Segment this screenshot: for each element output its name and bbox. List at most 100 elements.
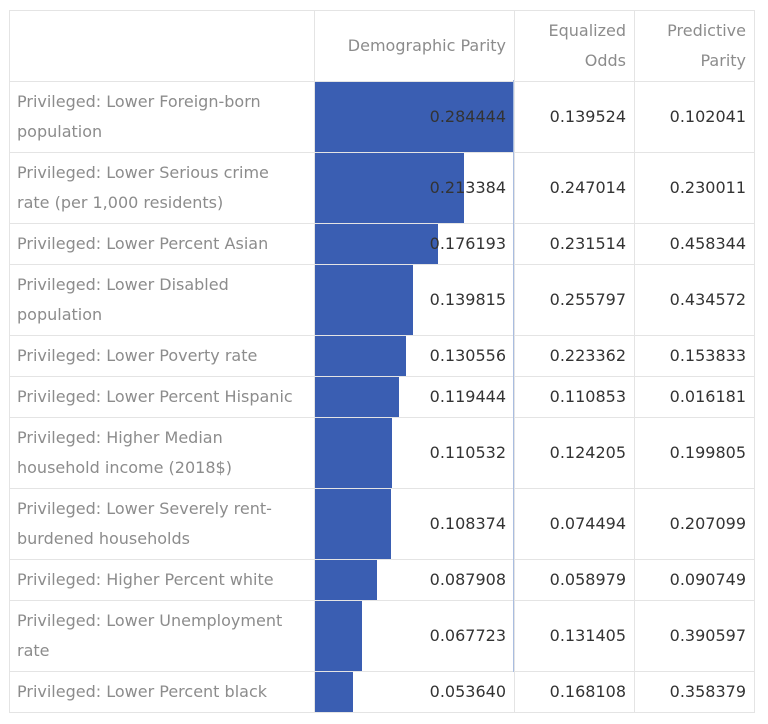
predictive-parity-value: 0.390597 xyxy=(634,600,755,672)
demographic-parity-value: 0.284444 xyxy=(429,107,506,126)
predictive-parity-value: 0.230011 xyxy=(634,152,755,224)
row-label-line: Privileged: Higher Percent white xyxy=(17,570,274,589)
table-row: Privileged: Lower Percent Asian 0.176193 0… xyxy=(9,223,755,265)
row-label-line: Privileged: Lower Severely rent- xyxy=(17,499,272,518)
row-label: Privileged: Lower Poverty rate xyxy=(9,335,315,377)
equalized-odds-value: 0.110853 xyxy=(514,376,635,418)
table-row: Privileged: Lower Unemployment rate 0.0677… xyxy=(9,600,755,672)
table-row: Privileged: Lower Foreign-born population… xyxy=(9,81,755,153)
demographic-parity-bar xyxy=(315,560,377,600)
predictive-parity-value: 0.207099 xyxy=(634,488,755,560)
demographic-parity-value: 0.176193 xyxy=(429,234,506,253)
demographic-parity-bar xyxy=(315,418,392,488)
demographic-parity-cell: 0.108374 xyxy=(314,488,515,560)
predictive-parity-value: 0.358379 xyxy=(634,671,755,713)
bar-axis-line xyxy=(513,80,514,672)
header-equalized-odds: Equalized Odds xyxy=(514,10,635,82)
demographic-parity-bar xyxy=(315,82,514,152)
demographic-parity-cell: 0.067723 xyxy=(314,600,515,672)
equalized-odds-value: 0.255797 xyxy=(514,264,635,336)
row-label-line: Privileged: Lower Poverty rate xyxy=(17,346,258,365)
equalized-odds-value: 0.124205 xyxy=(514,417,635,489)
equalized-odds-value: 0.131405 xyxy=(514,600,635,672)
equalized-odds-value: 0.247014 xyxy=(514,152,635,224)
demographic-parity-bar xyxy=(315,153,464,223)
row-label: Privileged: Lower Percent black xyxy=(9,671,315,713)
row-label: Privileged: Lower Serious crime rate (per… xyxy=(9,152,315,224)
equalized-odds-value: 0.139524 xyxy=(514,81,635,153)
row-label: Privileged: Lower Unemployment rate xyxy=(9,600,315,672)
predictive-parity-value: 0.199805 xyxy=(634,417,755,489)
table-body: Privileged: Lower Foreign-born population… xyxy=(9,81,755,713)
row-label-line: population xyxy=(17,305,103,324)
row-label: Privileged: Lower Foreign-born population xyxy=(9,81,315,153)
demographic-parity-value: 0.053640 xyxy=(429,682,506,701)
row-label: Privileged: Lower Severely rent-burdened… xyxy=(9,488,315,560)
row-label-line: Privileged: Lower Serious crime xyxy=(17,163,269,182)
demographic-parity-cell: 0.176193 xyxy=(314,223,515,265)
row-label-line: rate (per 1,000 residents) xyxy=(17,193,224,212)
header-line: Demographic Parity xyxy=(347,36,506,55)
row-label: Privileged: Lower Percent Asian xyxy=(9,223,315,265)
row-label-line: Privileged: Lower Disabled xyxy=(17,275,229,294)
predictive-parity-value: 0.016181 xyxy=(634,376,755,418)
header-predictive-parity: Predictive Parity xyxy=(634,10,755,82)
row-label-line: Privileged: Higher Median xyxy=(17,428,223,447)
demographic-parity-bar xyxy=(315,336,406,376)
demographic-parity-cell: 0.139815 xyxy=(314,264,515,336)
predictive-parity-value: 0.153833 xyxy=(634,335,755,377)
demographic-parity-bar xyxy=(315,489,391,559)
demographic-parity-cell: 0.053640 xyxy=(314,671,515,713)
header-row: Demographic Parity Equalized Odds Predic… xyxy=(9,10,755,82)
row-label-line: Privileged: Lower Percent Asian xyxy=(17,234,269,253)
demographic-parity-value: 0.213384 xyxy=(429,178,506,197)
table-row: Privileged: Lower Severely rent-burdened… xyxy=(9,488,755,560)
demographic-parity-cell: 0.119444 xyxy=(314,376,515,418)
row-label-line: household income (2018$) xyxy=(17,458,232,477)
demographic-parity-cell: 0.087908 xyxy=(314,559,515,601)
demographic-parity-cell: 0.284444 xyxy=(314,81,515,153)
fairness-metrics-table: Demographic Parity Equalized Odds Predic… xyxy=(9,10,755,713)
row-label-line: Privileged: Lower Unemployment xyxy=(17,611,283,630)
table-row: Privileged: Lower Disabled population 0.13… xyxy=(9,264,755,336)
demographic-parity-value: 0.087908 xyxy=(429,570,506,589)
header-line: Predictive xyxy=(667,21,746,40)
table-row: Privileged: Lower Serious crime rate (per… xyxy=(9,152,755,224)
header-line: Odds xyxy=(584,51,626,70)
demographic-parity-bar xyxy=(315,601,362,671)
row-label: Privileged: Lower Percent Hispanic xyxy=(9,376,315,418)
row-label: Privileged: Higher Median household incom… xyxy=(9,417,315,489)
row-label: Privileged: Higher Percent white xyxy=(9,559,315,601)
header-demographic-parity: Demographic Parity xyxy=(314,10,515,82)
table-row: Privileged: Higher Median household incom… xyxy=(9,417,755,489)
equalized-odds-value: 0.168108 xyxy=(514,671,635,713)
header-label-column xyxy=(9,10,315,82)
row-label-line: population xyxy=(17,122,103,141)
demographic-parity-bar xyxy=(315,377,399,417)
demographic-parity-value: 0.119444 xyxy=(429,387,506,406)
predictive-parity-value: 0.102041 xyxy=(634,81,755,153)
equalized-odds-value: 0.074494 xyxy=(514,488,635,560)
equalized-odds-value: 0.058979 xyxy=(514,559,635,601)
row-label-line: Privileged: Lower Percent black xyxy=(17,682,267,701)
row-label-line: burdened households xyxy=(17,529,190,548)
header-line: Parity xyxy=(700,51,747,70)
demographic-parity-bar xyxy=(315,672,353,712)
demographic-parity-value: 0.110532 xyxy=(429,443,506,462)
table-row: Privileged: Higher Percent white 0.087908… xyxy=(9,559,755,601)
demographic-parity-value: 0.130556 xyxy=(429,346,506,365)
table-row: Privileged: Lower Poverty rate 0.130556 0.… xyxy=(9,335,755,377)
header-line: Equalized xyxy=(548,21,627,40)
table-row: Privileged: Lower Percent black 0.053640 0… xyxy=(9,671,755,713)
predictive-parity-value: 0.090749 xyxy=(634,559,755,601)
demographic-parity-cell: 0.213384 xyxy=(314,152,515,224)
row-label-line: Privileged: Lower Foreign-born xyxy=(17,92,261,111)
demographic-parity-value: 0.067723 xyxy=(429,626,506,645)
predictive-parity-value: 0.434572 xyxy=(634,264,755,336)
demographic-parity-value: 0.139815 xyxy=(429,290,506,309)
row-label-line: Privileged: Lower Percent Hispanic xyxy=(17,387,293,406)
row-label-line: rate xyxy=(17,641,50,660)
equalized-odds-value: 0.223362 xyxy=(514,335,635,377)
row-label: Privileged: Lower Disabled population xyxy=(9,264,315,336)
demographic-parity-bar xyxy=(315,224,438,264)
